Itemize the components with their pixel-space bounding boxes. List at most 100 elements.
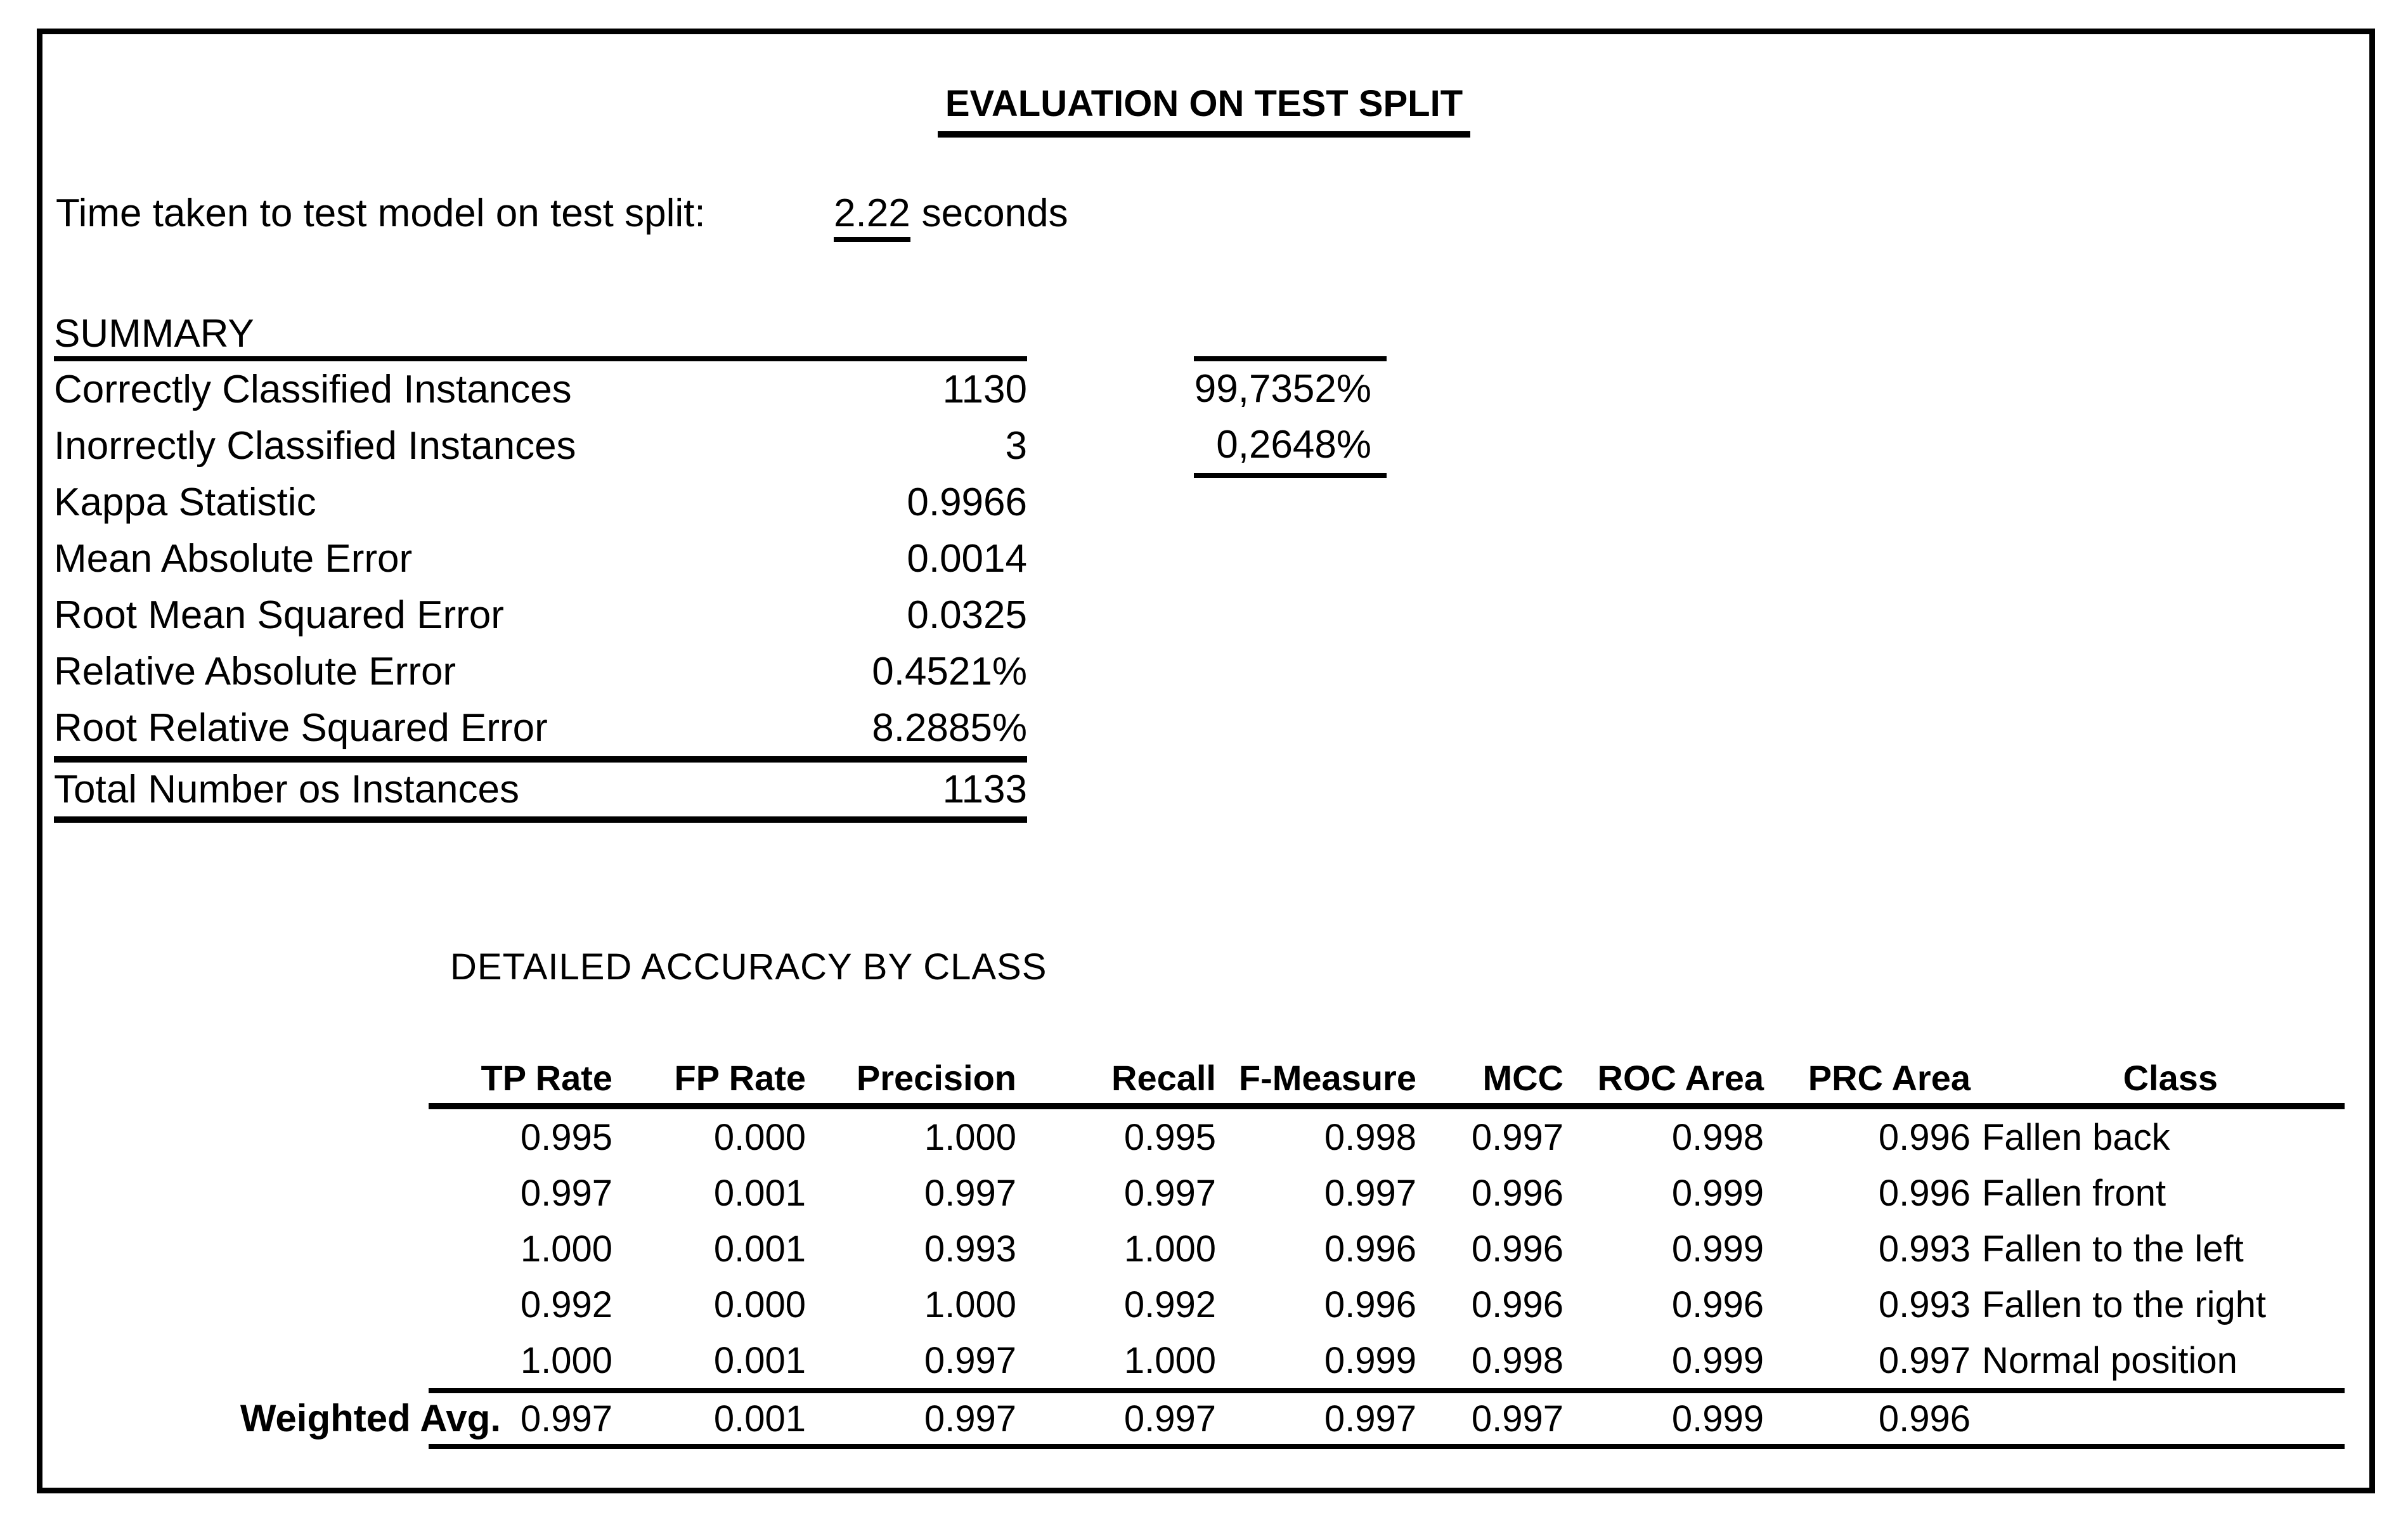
metric-cell: 0.999 [1671, 1228, 1764, 1270]
summary-row: Root Relative Squared Error 8.2885% [54, 700, 1027, 756]
class-cell: Fallen to the right [1982, 1284, 2267, 1325]
page-title: EVALUATION ON TEST SPLIT [937, 82, 1471, 138]
metric-cell: 1.000 [520, 1339, 612, 1381]
metric-cell: 0.997 [924, 1172, 1016, 1214]
column-header-roc-area: ROC Area [1597, 1057, 1764, 1098]
summary-row-label: Correctly Classified Instances [54, 368, 572, 411]
percentage-value: 99,7352% [1194, 367, 1371, 411]
metric-cell: 0.992 [1123, 1284, 1216, 1325]
metric-cell: 0.995 [520, 1116, 612, 1158]
summary-row-value: 0.4521% [872, 650, 1027, 693]
metric-cell: 0.996 [1671, 1284, 1764, 1325]
metric-cell: 0.000 [713, 1116, 806, 1158]
metric-cell: 0.999 [1671, 1172, 1764, 1214]
percentage-value: 0,2648% [1216, 423, 1371, 467]
summary-row-label: Relative Absolute Error [54, 650, 456, 693]
detail-heading: DETAILED ACCURACY BY CLASS [450, 946, 1047, 988]
metric-cell: 0.996 [1878, 1116, 1971, 1158]
summary-section: SUMMARY Correctly Classified Instances 11… [54, 312, 1027, 823]
metric-cell: 0.998 [1671, 1116, 1764, 1158]
detail-row: 0.995 0.000 1.000 0.995 0.998 0.997 0.998 0.996… [429, 1109, 2345, 1165]
detail-row: 1.000 0.001 0.993 1.000 0.996 0.996 0.999 0.993… [429, 1221, 2345, 1277]
summary-row-value: 0.0014 [907, 537, 1027, 581]
detail-row: 0.992 0.000 1.000 0.992 0.996 0.996 0.996 0.993… [429, 1277, 2345, 1332]
metric-cell: 0.999 [1324, 1339, 1416, 1381]
class-cell: Fallen front [1982, 1172, 2166, 1214]
metric-cell: 0.997 [1324, 1172, 1416, 1214]
column-header-f-measure: F-Measure [1238, 1057, 1416, 1098]
metric-cell: 1.000 [520, 1228, 612, 1270]
detail-weighted-avg-row: 0.997 0.001 0.997 0.997 0.997 0.997 0.999 0.996 [429, 1393, 2345, 1449]
detail-row: 0.997 0.001 0.997 0.997 0.997 0.996 0.999 0.996… [429, 1165, 2345, 1221]
summary-row-value: 1130 [942, 368, 1027, 411]
metric-cell: 0.997 [1324, 1398, 1416, 1439]
metric-cell: 1.000 [1123, 1228, 1216, 1270]
metric-cell: 0.000 [713, 1284, 806, 1325]
detail-header-row: TP Rate FP Rate Precision Recall F-Measure MC… [429, 1052, 2345, 1109]
column-header-tp-rate: TP Rate [481, 1057, 612, 1098]
summary-row: Kappa Statistic 0.9966 [54, 474, 1027, 531]
metric-cell: 0.996 [1878, 1172, 1971, 1214]
summary-row: Mean Absolute Error 0.0014 [54, 531, 1027, 587]
metric-cell: 0.997 [520, 1172, 612, 1214]
column-header-prc-area: PRC Area [1808, 1057, 1971, 1098]
metric-cell: 0.997 [520, 1398, 612, 1439]
summary-row-value: 0.0325 [907, 593, 1027, 637]
time-taken-row: Time taken to test model on test split: … [56, 191, 1068, 242]
metric-cell: 0.996 [1324, 1284, 1416, 1325]
summary-row-label: Mean Absolute Error [54, 537, 413, 581]
metric-cell: 0.996 [1878, 1398, 1971, 1439]
metric-cell: 0.999 [1671, 1398, 1764, 1439]
detail-row: 1.000 0.001 0.997 1.000 0.999 0.998 0.999 0.997… [429, 1332, 2345, 1388]
detail-table: TP Rate FP Rate Precision Recall F-Measure MC… [429, 1052, 2345, 1449]
class-cell: Normal position [1982, 1339, 2237, 1381]
metric-cell: 0.998 [1471, 1339, 1563, 1381]
summary-heading: SUMMARY [54, 312, 1027, 361]
summary-row-label: Kappa Statistic [54, 480, 316, 524]
weighted-avg-label: Weighted Avg. [240, 1397, 501, 1439]
metric-cell: 0.996 [1471, 1284, 1563, 1325]
summary-total-container: Total Number os Instances 1133 [54, 756, 1027, 823]
column-header-mcc: MCC [1482, 1057, 1563, 1098]
metric-cell: 1.000 [924, 1116, 1016, 1158]
metric-cell: 0.997 [1123, 1398, 1216, 1439]
time-taken-value: 2.22 [834, 191, 910, 242]
metric-cell: 0.993 [1878, 1284, 1971, 1325]
column-header-class: Class [2123, 1057, 2218, 1098]
metric-cell: 0.001 [713, 1228, 806, 1270]
summary-row: Relative Absolute Error 0.4521% [54, 643, 1027, 700]
detail-body: 0.995 0.000 1.000 0.995 0.998 0.997 0.998 0.996… [429, 1109, 2345, 1393]
metric-cell: 0.001 [713, 1398, 806, 1439]
summary-row-label: Root Mean Squared Error [54, 593, 504, 637]
metric-cell: 0.995 [1123, 1116, 1216, 1158]
metric-cell: 0.996 [1471, 1172, 1563, 1214]
time-taken-label: Time taken to test model on test split: [56, 191, 706, 235]
percentage-box: 99,7352% 0,2648% [1194, 356, 1387, 478]
summary-total-row: Total Number os Instances 1133 [54, 763, 1027, 816]
metric-cell: 0.997 [1471, 1116, 1563, 1158]
metric-cell: 1.000 [1123, 1339, 1216, 1381]
metric-cell: 0.997 [924, 1339, 1016, 1381]
metric-cell: 0.997 [1878, 1339, 1971, 1381]
time-taken-unit: seconds [921, 191, 1068, 235]
metric-cell: 1.000 [924, 1284, 1016, 1325]
summary-total-value: 1133 [942, 768, 1027, 811]
metric-cell: 0.001 [713, 1172, 806, 1214]
column-header-precision: Precision [856, 1057, 1016, 1098]
metric-cell: 0.996 [1324, 1228, 1416, 1270]
summary-row-value: 0.9966 [907, 480, 1027, 524]
summary-rows: Correctly Classified Instances 1130 Inorre… [54, 361, 1027, 756]
metric-cell: 0.997 [1123, 1172, 1216, 1214]
class-cell: Fallen back [1982, 1116, 2170, 1158]
metric-cell: 0.992 [520, 1284, 612, 1325]
column-header-fp-rate: FP Rate [674, 1057, 806, 1098]
summary-row: Inorrectly Classified Instances 3 [54, 418, 1027, 474]
summary-row-label: Inorrectly Classified Instances [54, 424, 576, 468]
metric-cell: 0.993 [1878, 1228, 1971, 1270]
column-header-recall: Recall [1111, 1057, 1216, 1098]
summary-row-value: 8.2885% [872, 706, 1027, 750]
summary-row-value: 3 [1005, 424, 1027, 468]
summary-row: Correctly Classified Instances 1130 [54, 361, 1027, 418]
summary-row: Root Mean Squared Error 0.0325 [54, 587, 1027, 643]
metric-cell: 0.993 [924, 1228, 1016, 1270]
